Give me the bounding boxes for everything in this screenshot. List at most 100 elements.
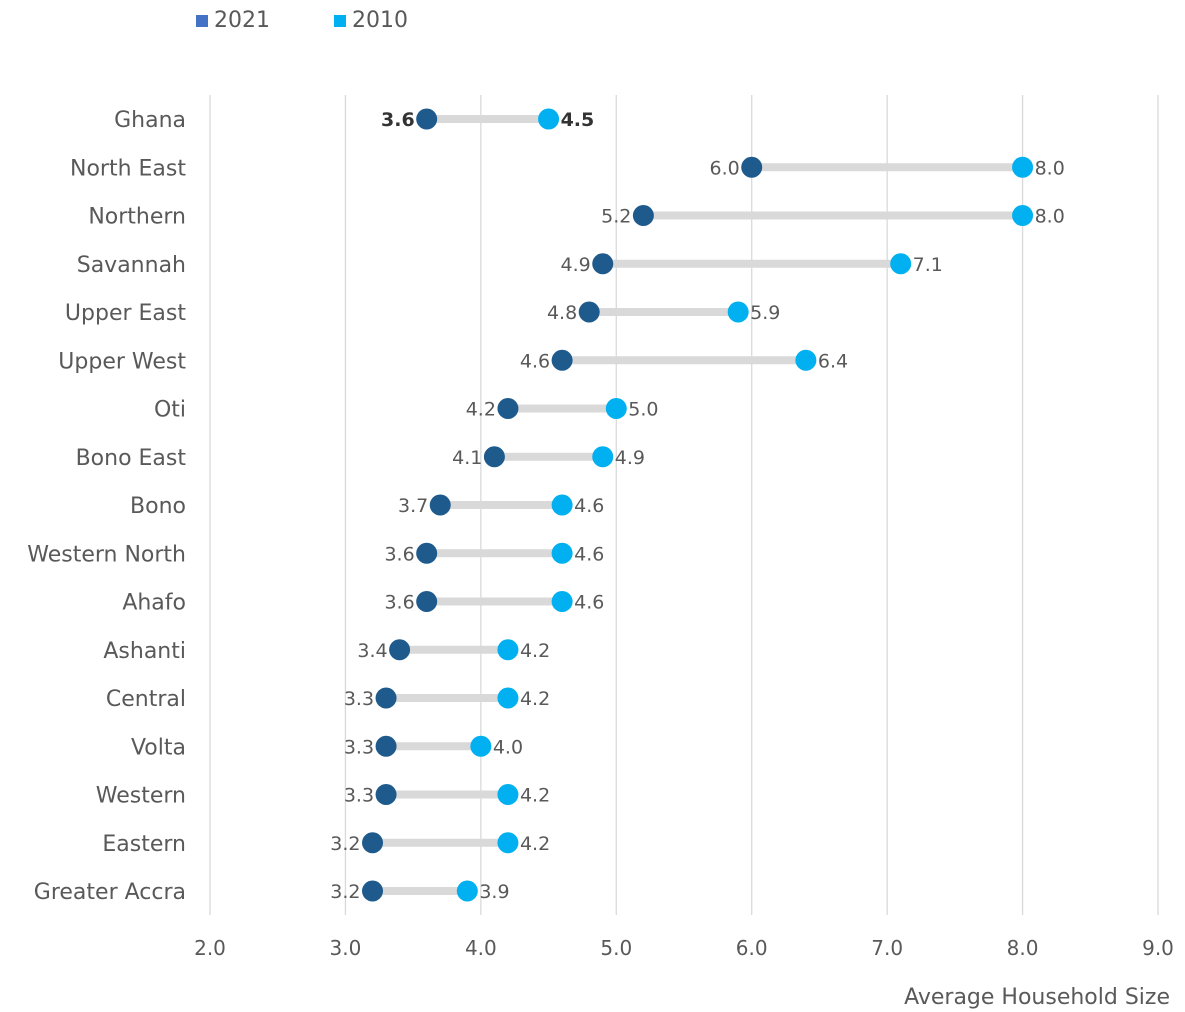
data-label-2010: 4.6	[574, 592, 604, 614]
legend-swatch-2021	[196, 14, 208, 27]
data-label-2021: 3.6	[381, 109, 415, 131]
data-label-2010: 4.2	[520, 833, 550, 855]
data-label-2021: 3.6	[384, 592, 414, 614]
point-2010	[470, 735, 492, 757]
category-label: Volta	[131, 735, 186, 760]
point-2010	[456, 880, 478, 902]
data-label-2021: 4.8	[547, 302, 577, 324]
data-label-2010: 4.2	[520, 785, 550, 807]
point-2010	[497, 784, 519, 805]
point-2010	[538, 108, 560, 130]
point-2021	[375, 784, 397, 805]
data-label-2010: 7.1	[913, 254, 943, 276]
data-label-2010: 4.6	[574, 495, 604, 517]
legend-label-2010: 2010	[352, 8, 408, 33]
category-label: Upper West	[58, 349, 186, 374]
category-label: Western	[96, 784, 186, 809]
point-2010	[497, 639, 519, 661]
category-label: North East	[70, 156, 186, 181]
data-label-2021: 3.3	[344, 736, 374, 758]
data-label-2021: 3.4	[357, 640, 387, 662]
legend-item-2010: 2010	[334, 8, 408, 33]
category-label: Oti	[154, 398, 186, 423]
x-tick-label: 7.0	[871, 936, 903, 960]
point-2021	[497, 398, 519, 419]
data-label-2021: 3.3	[344, 785, 374, 807]
x-axis-title: Average Household Size	[904, 985, 1170, 1010]
data-label-2010: 4.0	[493, 736, 523, 758]
data-label-2021: 4.6	[520, 350, 550, 372]
category-label: Greater Accra	[34, 880, 186, 905]
point-2010	[592, 446, 614, 468]
point-2010	[551, 494, 573, 516]
point-2021	[483, 446, 505, 468]
point-2021	[375, 735, 397, 757]
data-label-2021: 4.9	[561, 254, 591, 276]
category-label: Bono East	[76, 446, 187, 471]
point-2021	[741, 156, 763, 178]
point-2021	[362, 880, 384, 902]
data-label-2021: 3.6	[384, 543, 414, 565]
data-label-2010: 4.9	[615, 447, 645, 469]
point-2021	[416, 108, 438, 130]
category-label: Upper East	[65, 301, 186, 326]
point-2010	[497, 832, 519, 854]
category-label: Eastern	[102, 832, 186, 857]
data-label-2010: 4.6	[574, 543, 604, 565]
legend-item-2021: 2021	[196, 8, 270, 33]
x-tick-label: 4.0	[465, 936, 497, 960]
point-2021	[551, 349, 573, 371]
data-label-2021: 6.0	[709, 157, 739, 179]
data-label-2021: 5.2	[601, 206, 631, 228]
point-2010	[551, 542, 573, 564]
data-label-2021: 3.3	[344, 688, 374, 710]
point-2021	[578, 301, 600, 323]
data-label-2010: 8.0	[1035, 206, 1065, 228]
point-2021	[632, 205, 654, 226]
data-label-2010: 4.2	[520, 640, 550, 662]
x-tick-label: 2.0	[194, 936, 226, 960]
category-label: Ghana	[114, 108, 186, 133]
data-label-2010: 4.5	[561, 109, 595, 131]
data-label-2010: 6.4	[818, 350, 848, 372]
data-label-2010: 5.0	[628, 399, 658, 421]
data-label-2010: 3.9	[479, 881, 509, 903]
point-2010	[795, 349, 817, 371]
legend-swatch-2010	[334, 14, 346, 27]
point-2021	[429, 494, 451, 516]
x-tick-label: 9.0	[1142, 936, 1174, 960]
category-label: Western North	[27, 542, 186, 567]
data-label-2021: 3.2	[330, 833, 360, 855]
point-2010	[727, 301, 749, 323]
x-tick-label: 5.0	[600, 936, 632, 960]
point-2021	[416, 542, 438, 564]
data-label-2010: 4.2	[520, 688, 550, 710]
point-2021	[389, 639, 411, 661]
data-label-2021: 3.2	[330, 881, 360, 903]
data-label-2021: 4.1	[452, 447, 482, 469]
point-2010	[605, 398, 627, 419]
point-2010	[890, 253, 912, 275]
point-2010	[1012, 156, 1034, 178]
category-label: Central	[106, 687, 186, 712]
point-2010	[551, 591, 573, 612]
x-tick-label: 3.0	[330, 936, 362, 960]
x-tick-label: 8.0	[1007, 936, 1039, 960]
category-label: Bono	[130, 494, 186, 519]
legend: 2021 2010	[196, 8, 408, 33]
category-label: Savannah	[77, 253, 186, 278]
legend-label-2021: 2021	[214, 8, 270, 33]
category-label: Northern	[88, 205, 186, 230]
point-2021	[416, 591, 438, 612]
data-label-2021: 3.7	[398, 495, 428, 517]
x-tick-label: 6.0	[736, 936, 768, 960]
category-label: Ahafo	[122, 591, 186, 616]
data-label-2021: 4.2	[466, 399, 496, 421]
point-2021	[592, 253, 614, 275]
data-label-2010: 5.9	[750, 302, 780, 324]
point-2021	[362, 832, 384, 854]
point-2021	[375, 687, 397, 709]
data-label-2010: 8.0	[1035, 157, 1065, 179]
category-label: Ashanti	[103, 639, 186, 664]
